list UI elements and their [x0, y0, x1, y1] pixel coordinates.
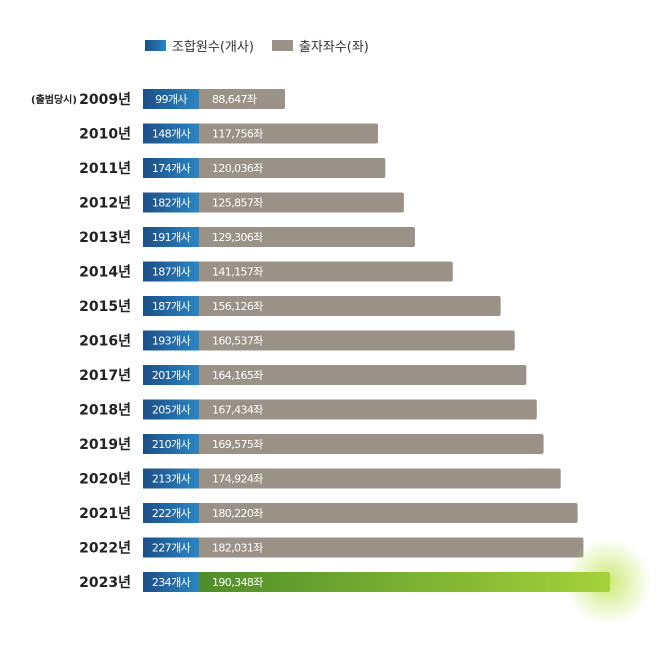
seat-value-label: 164,165좌: [212, 369, 263, 382]
count-value-label: 205개사: [152, 404, 191, 417]
seat-bar: [197, 399, 537, 420]
count-bar: [143, 572, 199, 592]
count-bar: [143, 537, 199, 558]
count-bar: [143, 503, 199, 523]
count-bar: [143, 261, 199, 282]
year-label: 2014년: [79, 265, 131, 281]
seat-bar: [197, 330, 515, 351]
count-value-label: 191개사: [152, 231, 191, 244]
seat-bar: [197, 158, 386, 178]
count-bar: [143, 330, 199, 351]
legend-swatch-seat: [271, 40, 293, 51]
count-value-label: 148개사: [152, 128, 191, 141]
count-value-label: 213개사: [152, 473, 191, 486]
seat-bar: [197, 572, 610, 592]
count-value-label: 222개사: [152, 507, 191, 520]
seat-bar: [197, 503, 578, 523]
seat-value-label: 180,220좌: [212, 507, 263, 520]
count-bar: [143, 434, 199, 454]
seat-bar: [197, 296, 501, 316]
count-bar: [143, 89, 199, 109]
count-value-label: 187개사: [152, 266, 191, 279]
year-label: 2015년: [79, 299, 131, 315]
count-bar: [143, 365, 199, 385]
count-bar: [143, 468, 199, 489]
year-label: 2010년: [79, 127, 131, 143]
year-label: 2018년: [79, 403, 131, 419]
count-value-label: 234개사: [152, 576, 191, 589]
legend-label-seat: 출자좌수(좌): [298, 40, 369, 55]
count-bar: [143, 227, 199, 247]
count-bar: [143, 192, 199, 213]
year-label: 2011년: [79, 161, 131, 177]
year-label: 2009년: [79, 92, 131, 108]
count-value-label: 99개사: [155, 93, 187, 106]
seat-bar: [197, 468, 561, 489]
seat-value-label: 190,348좌: [212, 576, 263, 589]
seat-value-label: 160,537좌: [212, 335, 263, 348]
legend: 조합원수(개사) 출자좌수(좌): [145, 36, 369, 55]
seat-bar: [197, 89, 285, 109]
year-label: 2023년: [79, 575, 131, 591]
legend-item-seat: 출자좌수(좌): [271, 36, 369, 55]
seat-value-label: 88,647좌: [212, 93, 257, 106]
legend-swatch-count: [145, 40, 166, 51]
year-label: 2020년: [79, 472, 131, 488]
seat-bar: [197, 227, 415, 247]
year-label: 2012년: [79, 196, 131, 212]
seat-value-label: 120,036좌: [212, 162, 263, 175]
seat-bar: [197, 537, 584, 558]
seat-value-label: 117,756좌: [212, 128, 263, 141]
seat-value-label: 125,857좌: [212, 197, 263, 210]
seat-value-label: 167,434좌: [212, 404, 263, 417]
count-bar: [143, 123, 199, 144]
seat-bar: [197, 434, 544, 454]
count-value-label: 187개사: [152, 300, 191, 313]
year-label: 2013년: [79, 230, 131, 246]
count-value-label: 193개사: [152, 335, 191, 348]
year-label: 2021년: [79, 506, 131, 522]
count-bar: [143, 158, 199, 178]
count-value-label: 174개사: [152, 162, 191, 175]
seat-value-label: 182,031좌: [212, 542, 263, 555]
count-bar: [143, 399, 199, 420]
seat-bar: [197, 365, 527, 385]
year-label: 2017년: [79, 368, 131, 384]
seat-bar: [197, 261, 453, 282]
legend-item-count: 조합원수(개사): [145, 36, 254, 55]
count-value-label: 201개사: [152, 369, 191, 382]
count-bar: [143, 296, 199, 316]
count-value-label: 182개사: [152, 197, 191, 210]
seat-value-label: 129,306좌: [212, 231, 263, 244]
year-label: 2019년: [79, 437, 131, 453]
year-label: 2022년: [79, 541, 131, 557]
seat-value-label: 141,157좌: [212, 266, 263, 279]
seat-value-label: 174,924좌: [212, 473, 263, 486]
seat-value-label: 156,126좌: [212, 300, 263, 313]
year-label: 2016년: [79, 334, 131, 350]
launch-note: (출범당시): [31, 93, 77, 106]
legend-label-count: 조합원수(개사): [172, 40, 254, 55]
seat-bar: [197, 123, 379, 144]
count-value-label: 210개사: [152, 438, 191, 451]
seat-bar: [197, 192, 404, 213]
count-value-label: 227개사: [152, 542, 191, 555]
seat-value-label: 169,575좌: [212, 438, 263, 451]
